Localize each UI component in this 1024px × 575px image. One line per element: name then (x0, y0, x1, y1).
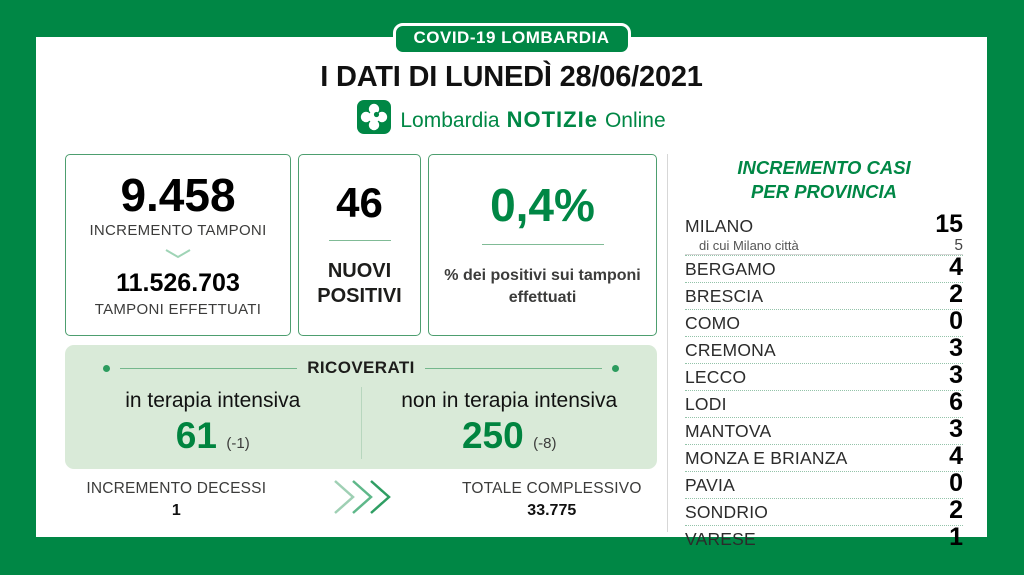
province-row: COMO 0 (685, 307, 963, 338)
nuovi-positivi-value: 46 (336, 178, 383, 226)
province-row: VARESE 1 (685, 523, 963, 552)
non-terapia-intensiva-label: non in terapia intensiva (401, 389, 618, 412)
incremento-decessi-label: INCREMENTO DECESSI (86, 479, 267, 497)
province-row: MILANO 15 (685, 210, 963, 239)
province-row: PAVIA 0 (685, 469, 963, 500)
ricoverati-header: RICOVERATI (65, 358, 657, 378)
main-column: 9.458 INCREMENTO TAMPONI 11.526.703 TAMP… (65, 154, 657, 537)
horizontal-rule (424, 367, 603, 369)
stat-cards-row: 9.458 INCREMENTO TAMPONI 11.526.703 TAMP… (65, 154, 657, 336)
nuovi-positivi-card: 46 NUOVI POSITIVI (298, 154, 421, 336)
page-title: I DATI DI LUNEDÌ 28/06/2021 (320, 61, 703, 93)
lombardia-notizie-logo: Lombardia NOTIZIe Online (36, 100, 987, 139)
non-terapia-intensiva-block: non in terapia intensiva 250 (-8) (362, 389, 658, 457)
card-divider (328, 239, 391, 241)
card-divider (481, 243, 604, 245)
percentuale-positivi-value: 0,4% (490, 178, 595, 231)
covid-badge: COVID-19 LOMBARDIA (392, 23, 631, 55)
logo-brand-text: NOTIZIe (506, 106, 598, 132)
green-dot-icon (612, 364, 620, 372)
province-panel: INCREMENTO CASI PER PROVINCIA MILANO 15 … (668, 154, 963, 550)
non-terapia-intensiva-value: 250 (461, 415, 524, 456)
province-subrow-milano-citta: di cui Milano città 5 (685, 238, 963, 256)
terapia-intensiva-block: in terapia intensiva 61 (-1) (65, 389, 361, 457)
incremento-decessi-value: 1 (171, 501, 181, 519)
tamponi-effettuati-label: TAMPONI EFFETTUATI (94, 300, 262, 318)
footer-row: INCREMENTO DECESSI 1 TOTALE COMPLESSIVO … (65, 478, 657, 521)
infographic-card: COVID-19 LOMBARDIA I DATI DI LUNEDÌ 28/0… (36, 23, 987, 550)
logo-suffix-text: Online (604, 108, 666, 132)
terapia-intensiva-delta: (-1) (226, 435, 250, 452)
totale-complessivo-block: TOTALE COMPLESSIVO 33.775 (447, 480, 657, 520)
horizontal-rule (120, 367, 298, 369)
ricoverati-band: RICOVERATI in terapia intensiva 61 (-1) (65, 345, 657, 469)
chevrons-right-icon (331, 478, 395, 521)
non-terapia-intensiva-delta: (-8) (533, 435, 557, 452)
percentuale-positivi-label: % dei positivi sui tamponi effettuati (444, 266, 641, 306)
province-row: CREMONA 3 (685, 334, 963, 365)
province-row: MONZA E BRIANZA 4 (685, 442, 963, 473)
province-row: LECCO 3 (685, 361, 963, 392)
terapia-intensiva-value: 61 (175, 415, 217, 456)
province-row: MANTOVA 3 (685, 415, 963, 446)
incremento-tamponi-label: INCREMENTO TAMPONI (89, 221, 267, 239)
logo-region-text: Lombardia (400, 108, 500, 132)
content-area: 9.458 INCREMENTO TAMPONI 11.526.703 TAMP… (65, 154, 963, 550)
tamponi-effettuati-value: 11.526.703 (116, 268, 240, 297)
green-dot-icon (103, 364, 110, 372)
totale-complessivo-value: 33.775 (527, 501, 577, 519)
province-panel-title: INCREMENTO CASI PER PROVINCIA (737, 157, 911, 203)
province-row: LODI 6 (685, 388, 963, 419)
province-row: BERGAMO 4 (685, 253, 963, 284)
province-row: SONDRIO 2 (685, 496, 963, 527)
province-row: BRESCIA 2 (685, 280, 963, 311)
percentuale-positivi-card: 0,4% % dei positivi sui tamponi effettua… (428, 154, 657, 336)
terapia-intensiva-label: in terapia intensiva (125, 389, 301, 412)
column-divider (667, 154, 668, 532)
covid-badge-label: COVID-19 LOMBARDIA (413, 28, 610, 47)
totale-complessivo-label: TOTALE COMPLESSIVO (461, 479, 642, 497)
nuovi-positivi-label: NUOVI POSITIVI (317, 259, 402, 307)
vertical-divider (360, 387, 362, 459)
incremento-tamponi-value: 9.458 (120, 169, 236, 222)
rosa-camuna-icon (357, 100, 392, 139)
province-row-group-milano: MILANO 15 di cui Milano città 5 (685, 210, 963, 257)
tamponi-card: 9.458 INCREMENTO TAMPONI 11.526.703 TAMP… (65, 154, 291, 336)
ricoverati-title: RICOVERATI (307, 358, 415, 377)
incremento-decessi-block: INCREMENTO DECESSI 1 (80, 480, 273, 520)
chevron-down-icon (165, 246, 191, 264)
